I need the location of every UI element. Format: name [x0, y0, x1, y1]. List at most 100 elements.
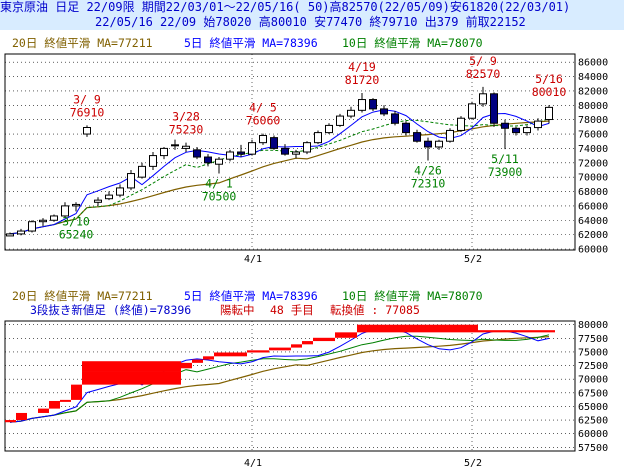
candle-body — [83, 126, 91, 135]
y-tick-label: 62500 — [578, 416, 608, 427]
candle-body — [512, 127, 520, 134]
annotation-date: 5/ 9 — [469, 54, 497, 68]
ma5-line — [9, 109, 550, 235]
annotation-date: 4/19 — [348, 60, 376, 74]
legend-entry: 10日 終値平滑 MA=78070 — [342, 289, 483, 303]
break-brick — [357, 324, 478, 333]
ma5-line — [9, 327, 550, 423]
legend-entry: 10日 終値平滑 MA=78070 — [342, 36, 483, 50]
y-tick-label: 86000 — [578, 58, 608, 69]
y-tick-label: 77500 — [578, 334, 608, 345]
candle-body — [94, 199, 102, 203]
subtitle-part: 3段抜き新値足 (終値)=78396 — [30, 303, 191, 317]
candle-body — [402, 122, 410, 134]
candle-body — [457, 117, 465, 131]
annotation-value: 76060 — [246, 114, 281, 128]
break-brick — [214, 352, 247, 357]
candle-body — [347, 109, 355, 117]
x-tick-label: 5/2 — [464, 458, 482, 469]
y-tick-label: 70000 — [578, 375, 608, 386]
y-tick-label: 60000 — [578, 245, 608, 256]
break-brick — [82, 371, 181, 385]
ma10-line — [9, 118, 550, 235]
y-tick-label: 66000 — [578, 201, 608, 212]
annotation-value: 80010 — [532, 85, 567, 99]
candle-body — [50, 215, 58, 221]
candle-body — [479, 93, 487, 105]
candle-body — [215, 158, 223, 165]
candle-body — [358, 99, 366, 111]
candle-body — [259, 134, 267, 144]
chart-header-quote: 22/05/16 22/09 始78020 高80010 安77470 終797… — [0, 15, 624, 30]
candle-body — [325, 124, 333, 134]
candle-body — [369, 99, 377, 110]
annotation-value: 81720 — [345, 73, 380, 87]
annotation-date: 5/16 — [535, 72, 563, 86]
candle-body — [193, 149, 201, 158]
candle-body — [17, 230, 25, 235]
y-tick-label: 72000 — [578, 158, 608, 169]
annotation-value: 65240 — [59, 227, 94, 241]
candle-body — [281, 147, 289, 155]
break-brick — [203, 356, 214, 360]
annotation-value: 76910 — [70, 105, 105, 119]
x-tick-label: 5/2 — [464, 254, 482, 265]
candle-body — [391, 113, 399, 124]
break-brick — [478, 330, 555, 333]
annotation-value: 73900 — [488, 165, 523, 179]
annotation-value: 75230 — [169, 123, 204, 137]
candle-body — [523, 127, 531, 134]
candle-body — [171, 144, 179, 147]
y-tick-label: 72500 — [578, 361, 608, 372]
candle-body — [149, 155, 157, 167]
candle-body — [468, 103, 476, 119]
candle-body — [127, 173, 135, 189]
y-tick-label: 80000 — [578, 101, 608, 112]
y-tick-label: 76000 — [578, 130, 608, 141]
candle-body — [28, 221, 36, 232]
annotation-value: 82570 — [466, 67, 501, 81]
candle-body — [314, 132, 322, 144]
candle-body — [160, 147, 168, 157]
break-brick — [181, 362, 192, 369]
candle-body — [72, 203, 80, 207]
candle-body — [424, 140, 432, 148]
break-brick — [5, 420, 16, 423]
y-tick-label: 82000 — [578, 86, 608, 97]
chart-header-title: 東京原油 日足 22/09限 期間22/03/01～22/05/16( 50)高… — [0, 0, 624, 15]
annotation-date: 4/26 — [414, 164, 442, 178]
candlestick-panel: 60000 62000 64000 66000 68000 70000 72000 74000… — [4, 36, 608, 265]
annotation-value: 72310 — [411, 177, 446, 191]
y-tick-label: 64000 — [578, 216, 608, 227]
break-brick — [71, 384, 82, 400]
annotation-date: 3/ 9 — [73, 92, 101, 106]
plot-frame — [4, 320, 576, 452]
y-tick-label: 68000 — [578, 187, 608, 198]
candle-body — [237, 151, 245, 155]
candle-body — [39, 219, 47, 223]
y-tick-label: 60000 — [578, 429, 608, 440]
candle-body — [501, 122, 509, 129]
candle-body — [380, 108, 388, 115]
subtitle-part: 陽転中 — [220, 303, 255, 317]
candle-body — [545, 106, 553, 121]
annotation-date: 3/28 — [172, 110, 200, 124]
y-tick-label: 57500 — [578, 443, 608, 454]
candle-body — [226, 151, 234, 160]
break-brick — [313, 337, 335, 342]
candle-body — [248, 142, 256, 155]
plot-frame — [4, 53, 576, 251]
y-tick-label: 65000 — [578, 402, 608, 413]
candle-body — [292, 151, 300, 155]
candle-body — [446, 129, 454, 142]
candle-body — [182, 145, 190, 149]
y-tick-label: 74000 — [578, 144, 608, 155]
break-brick — [82, 361, 181, 372]
candle-body — [204, 156, 212, 164]
candle-body — [490, 93, 498, 124]
break-brick — [247, 350, 269, 353]
break-brick — [269, 347, 291, 351]
break-brick — [38, 408, 49, 413]
candle-body — [270, 137, 278, 149]
